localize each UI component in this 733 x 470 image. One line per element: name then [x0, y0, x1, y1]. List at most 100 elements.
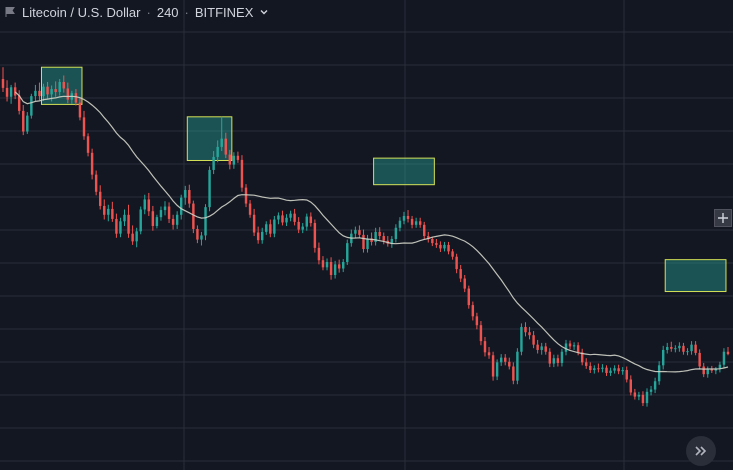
candle	[455, 253, 458, 274]
candle	[98, 185, 102, 210]
candle	[22, 105, 25, 136]
candle-body	[98, 191, 102, 206]
candle-body	[17, 95, 21, 111]
candle	[313, 219, 317, 253]
candle	[42, 83, 45, 101]
symbol-legend[interactable]: Litecoin / U.S. Dollar · 240 · BITFINEX	[4, 3, 269, 21]
candle-body	[188, 190, 191, 204]
candle	[293, 208, 296, 226]
candle	[702, 362, 705, 378]
symbol-name[interactable]: Litecoin / U.S. Dollar	[22, 4, 141, 20]
exchange-label[interactable]: BITFINEX	[194, 4, 254, 20]
candle	[508, 357, 511, 370]
candle-body	[645, 391, 649, 404]
candle-body	[447, 244, 450, 252]
candle	[532, 331, 535, 349]
candle-body	[321, 260, 325, 268]
candle-body	[301, 226, 304, 230]
candle-body	[698, 352, 701, 367]
candle-body	[544, 346, 547, 352]
candle	[123, 209, 126, 227]
candle	[706, 366, 709, 378]
candle-body	[483, 341, 487, 353]
candle-body	[439, 244, 442, 249]
candle-body	[196, 228, 199, 240]
add-button[interactable]	[714, 209, 732, 227]
candle	[431, 236, 434, 247]
candle-body	[175, 214, 179, 225]
candle	[621, 367, 624, 375]
candle	[585, 358, 588, 369]
candle-body	[459, 269, 462, 279]
candle	[495, 359, 499, 381]
candle-body	[46, 86, 49, 95]
candle-body	[649, 389, 653, 392]
candle	[686, 348, 689, 356]
candle	[329, 257, 333, 280]
candle	[580, 348, 584, 366]
candle-body	[58, 81, 61, 93]
candle-body	[661, 349, 665, 366]
chevron-down-icon[interactable]	[259, 7, 269, 17]
candle	[520, 323, 523, 356]
candle-body	[261, 231, 264, 241]
candle	[256, 226, 260, 244]
candle	[463, 275, 466, 293]
candle	[337, 259, 341, 273]
candle-body	[479, 325, 483, 342]
candle-body	[694, 344, 697, 353]
candle-body	[580, 352, 584, 363]
candle-body	[204, 207, 207, 236]
candle-body	[410, 218, 414, 225]
interval-label[interactable]: 240	[156, 4, 179, 20]
candle-body	[111, 208, 114, 219]
candle-body	[548, 351, 552, 364]
candle	[289, 210, 292, 222]
flag-icon[interactable]	[4, 6, 16, 18]
candle-body	[224, 138, 227, 155]
candle-body	[617, 368, 620, 372]
candle-body	[139, 209, 142, 232]
candle	[224, 132, 227, 159]
candle-body	[402, 215, 406, 221]
candle-body	[309, 216, 313, 224]
candle-body	[560, 351, 564, 363]
candle-body	[200, 235, 203, 240]
candle-body	[601, 367, 604, 369]
candle	[504, 354, 507, 366]
candle-body	[192, 203, 195, 229]
candle	[86, 133, 90, 157]
candle-body	[593, 368, 596, 371]
candle-body	[94, 174, 98, 192]
candle	[66, 82, 70, 104]
candle-body	[418, 221, 422, 225]
candle	[30, 93, 33, 119]
candle	[512, 362, 515, 385]
candle	[374, 227, 377, 246]
candle	[333, 260, 337, 279]
candle	[5, 80, 9, 102]
candle	[439, 241, 442, 252]
candles	[1, 67, 730, 407]
candle-body	[216, 146, 219, 157]
candle	[487, 347, 491, 359]
candle-body	[232, 155, 236, 165]
candle	[309, 212, 313, 227]
candle	[516, 348, 519, 385]
candle	[159, 206, 163, 221]
candle	[107, 204, 110, 222]
candle	[726, 347, 730, 356]
candle-body	[358, 230, 361, 235]
candle	[382, 232, 385, 245]
candle-body	[487, 352, 491, 356]
candle	[629, 375, 633, 396]
candle	[649, 385, 653, 396]
candle-body	[147, 199, 151, 212]
candle	[208, 166, 211, 212]
candle-body	[512, 366, 515, 381]
candle-body	[342, 262, 345, 269]
scroll-to-realtime-button[interactable]	[686, 436, 716, 466]
candle-body	[127, 214, 130, 234]
